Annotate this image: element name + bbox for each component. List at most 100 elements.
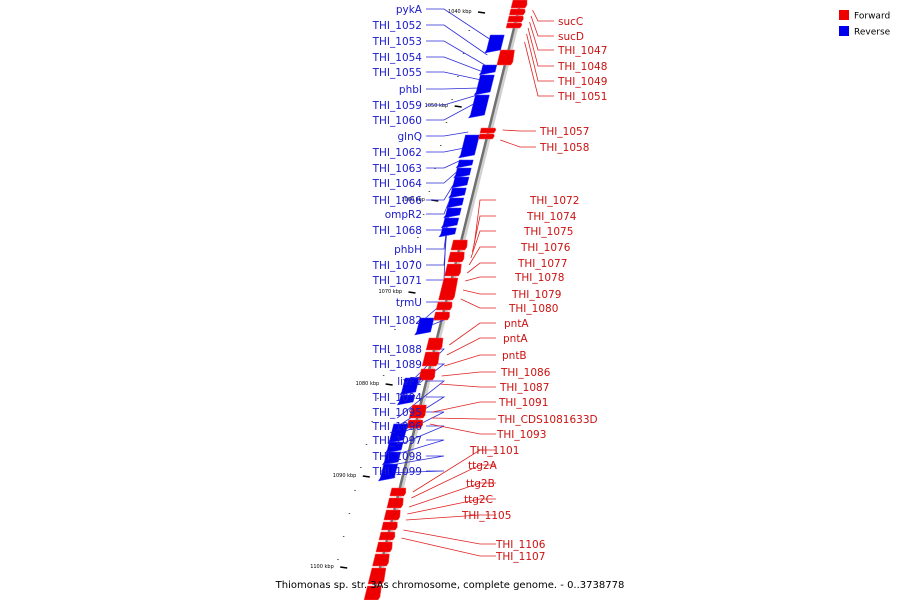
- forward-gene-arrow[interactable]: [496, 49, 515, 66]
- reverse-gene-arrow[interactable]: [484, 34, 505, 54]
- forward-gene-arrow[interactable]: [386, 497, 404, 509]
- reverse-gene-label[interactable]: THI_1059: [372, 100, 422, 112]
- forward-gene-label[interactable]: THI_1074: [526, 211, 577, 223]
- reverse-gene-label[interactable]: THI_1082: [372, 315, 422, 327]
- forward-gene-label[interactable]: pntB: [502, 350, 527, 362]
- forward-gene-arrow[interactable]: [421, 351, 440, 367]
- reverse-gene-label[interactable]: THI_1099: [372, 466, 422, 478]
- forward-gene-label[interactable]: THI_1101: [469, 445, 519, 457]
- forward-gene-label[interactable]: THI_1047: [557, 45, 607, 57]
- reverse-gene-arrow[interactable]: [473, 74, 495, 96]
- reverse-gene-arrow[interactable]: [377, 463, 399, 482]
- forward-gene-arrow[interactable]: [406, 419, 423, 429]
- reverse-gene-label[interactable]: THI_1070: [372, 260, 422, 272]
- forward-gene-label[interactable]: THI_1049: [557, 76, 607, 88]
- reverse-gene-label[interactable]: THI_1098: [372, 451, 422, 463]
- forward-gene-arrow[interactable]: [450, 239, 468, 251]
- reverse-gene-arrow[interactable]: [384, 441, 404, 454]
- forward-gene-label[interactable]: THI_1107: [495, 551, 545, 563]
- reverse-gene-label[interactable]: ompR2: [385, 209, 422, 221]
- forward-gene-label[interactable]: ttg2C: [464, 494, 493, 506]
- forward-gene-arrow[interactable]: [378, 531, 396, 541]
- forward-gene-arrow[interactable]: [367, 567, 387, 585]
- reverse-gene-label[interactable]: THI_1060: [372, 115, 422, 127]
- forward-gene-label[interactable]: THI_1106: [495, 539, 546, 551]
- reverse-gene-label[interactable]: THI_1095: [372, 407, 422, 419]
- forward-gene-label[interactable]: sucC: [558, 16, 583, 28]
- reverse-gene-label[interactable]: THI_1062: [372, 147, 422, 159]
- forward-gene-label[interactable]: THI_1105: [461, 510, 511, 522]
- forward-gene-label[interactable]: THI_1075: [523, 226, 573, 238]
- forward-gene-label[interactable]: ttg2B: [466, 478, 495, 490]
- forward-gene-label[interactable]: THI_1072: [529, 195, 579, 207]
- forward-gene-arrow[interactable]: [375, 541, 393, 553]
- forward-gene-arrow[interactable]: [508, 8, 526, 16]
- forward-gene-label[interactable]: THI_CDS1081633D: [497, 414, 598, 426]
- forward-gene-arrow[interactable]: [418, 368, 436, 381]
- reverse-gene-label[interactable]: THI_1068: [372, 225, 422, 237]
- reverse-gene-label[interactable]: THI_1089: [372, 359, 422, 371]
- forward-gene-arrow[interactable]: [425, 337, 444, 351]
- forward-gene-label[interactable]: THI_1051: [557, 91, 607, 103]
- forward-gene-arrow[interactable]: [381, 521, 398, 531]
- reverse-gene-label[interactable]: livF2: [397, 376, 422, 388]
- forward-gene-label[interactable]: THI_1079: [511, 289, 561, 301]
- forward-gene-arrow[interactable]: [479, 127, 497, 134]
- reverse-gene-label[interactable]: THI_1063: [372, 163, 422, 175]
- forward-gene-arrow[interactable]: [435, 301, 453, 311]
- reverse-gene-label[interactable]: THI_1054: [372, 52, 423, 64]
- reverse-gene-arrow[interactable]: [443, 207, 462, 219]
- reverse-gene-arrow[interactable]: [438, 227, 457, 238]
- reverse-gene-label[interactable]: THI_1053: [372, 36, 422, 48]
- forward-gene-arrow[interactable]: [383, 509, 401, 521]
- reverse-gene-label[interactable]: glnQ: [397, 131, 422, 143]
- reverse-gene-arrow[interactable]: [399, 377, 420, 396]
- forward-gene-arrow[interactable]: [372, 553, 390, 567]
- reverse-gene-arrow[interactable]: [467, 94, 490, 119]
- forward-gene-label[interactable]: THI_1058: [539, 142, 589, 154]
- forward-gene-label[interactable]: THI_1078: [514, 272, 564, 284]
- reverse-gene-arrow[interactable]: [478, 64, 498, 76]
- forward-gene-label[interactable]: THI_1093: [496, 429, 546, 441]
- forward-gene-label[interactable]: ttg2A: [468, 460, 498, 472]
- forward-gene-arrow[interactable]: [510, 0, 528, 9]
- reverse-gene-label[interactable]: THI_1066: [372, 195, 423, 207]
- reverse-gene-arrow[interactable]: [445, 197, 465, 209]
- forward-gene-arrow[interactable]: [408, 404, 427, 419]
- forward-gene-label[interactable]: THI_1080: [508, 303, 558, 315]
- forward-gene-label[interactable]: THI_1057: [539, 126, 589, 138]
- forward-gene-arrow[interactable]: [444, 263, 462, 277]
- reverse-gene-label[interactable]: THI_1055: [372, 67, 422, 79]
- forward-gene-label[interactable]: THI_1086: [500, 367, 551, 379]
- forward-gene-arrow[interactable]: [447, 251, 465, 263]
- forward-gene-label[interactable]: THI_1087: [499, 382, 549, 394]
- forward-gene-arrow[interactable]: [438, 277, 459, 301]
- reverse-gene-arrow[interactable]: [450, 176, 470, 189]
- reverse-gene-label[interactable]: phbH: [394, 244, 422, 256]
- forward-gene-label[interactable]: THI_1076: [520, 242, 571, 254]
- reverse-gene-arrow[interactable]: [396, 394, 416, 406]
- reverse-gene-arrow[interactable]: [453, 167, 472, 179]
- forward-gene-label[interactable]: pntA: [504, 318, 529, 330]
- forward-gene-label[interactable]: THI_1077: [517, 258, 567, 270]
- forward-gene-label[interactable]: THI_1091: [498, 397, 548, 409]
- reverse-gene-label[interactable]: THI_1052: [372, 20, 422, 32]
- reverse-gene-arrow[interactable]: [448, 187, 467, 199]
- forward-gene-arrow[interactable]: [433, 311, 450, 321]
- reverse-gene-arrow[interactable]: [381, 451, 402, 466]
- reverse-gene-arrow[interactable]: [455, 159, 474, 169]
- forward-gene-arrow[interactable]: [505, 22, 523, 29]
- forward-gene-arrow[interactable]: [478, 133, 495, 140]
- reverse-gene-label[interactable]: THI_1064: [372, 178, 423, 190]
- reverse-gene-label[interactable]: phbI: [399, 84, 422, 96]
- forward-gene-arrow[interactable]: [389, 487, 407, 497]
- reverse-gene-label[interactable]: THI_1094: [372, 392, 423, 404]
- reverse-gene-label[interactable]: THI_1096: [372, 421, 423, 433]
- reverse-gene-arrow[interactable]: [457, 134, 480, 159]
- forward-gene-label[interactable]: pntA: [503, 333, 528, 345]
- reverse-gene-label[interactable]: trmU: [396, 297, 422, 309]
- reverse-gene-arrow[interactable]: [414, 317, 435, 336]
- forward-gene-label[interactable]: THI_1048: [557, 61, 607, 73]
- reverse-gene-arrow[interactable]: [440, 217, 460, 229]
- reverse-gene-label[interactable]: pykA: [396, 4, 423, 16]
